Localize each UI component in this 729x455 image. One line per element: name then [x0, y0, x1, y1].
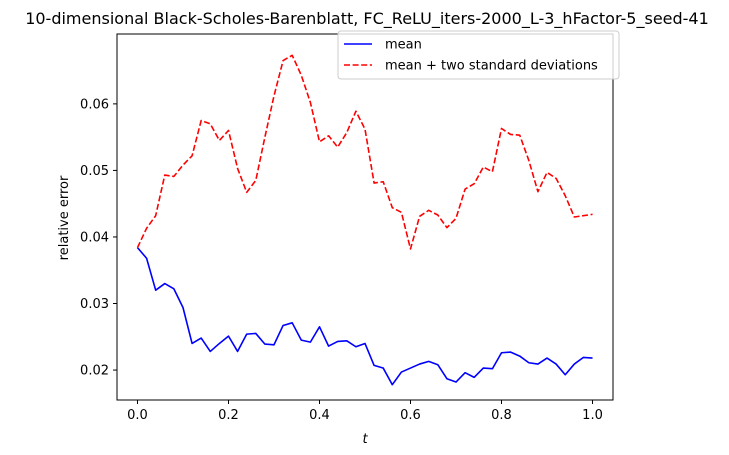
legend-box: [337, 30, 620, 80]
series-line-mean: [136, 247, 593, 386]
series-line-mean-plus-two-std: [136, 54, 593, 250]
plot-area: [136, 54, 593, 386]
y-axis-label: relative error: [57, 175, 72, 260]
y-tick-label: 0.03: [80, 297, 109, 312]
x-tick-label: 0.4: [309, 408, 330, 423]
x-axis: 0.0 0.2 0.4 0.6 0.8 1.0: [127, 400, 603, 423]
x-tick-label: 0.0: [127, 408, 148, 423]
y-tick-label: 0.04: [80, 230, 109, 245]
y-axis: 0.02 0.03 0.04 0.05 0.06: [80, 97, 117, 379]
legend: mean mean + two standard deviations: [337, 30, 620, 80]
chart-title: 10-dimensional Black-Scholes-Barenblatt,…: [25, 9, 709, 29]
y-tick-label: 0.05: [80, 164, 109, 179]
y-tick-label: 0.06: [80, 97, 109, 112]
x-tick-label: 0.6: [400, 408, 421, 423]
x-tick-label: 0.2: [218, 408, 239, 423]
x-tick-label: 0.8: [491, 408, 512, 423]
legend-label: mean + two standard deviations: [385, 59, 598, 74]
x-tick-label: 1.0: [582, 408, 603, 423]
legend-label: mean: [385, 38, 422, 53]
y-tick-label: 0.02: [80, 364, 109, 379]
x-axis-label: t: [362, 432, 368, 447]
